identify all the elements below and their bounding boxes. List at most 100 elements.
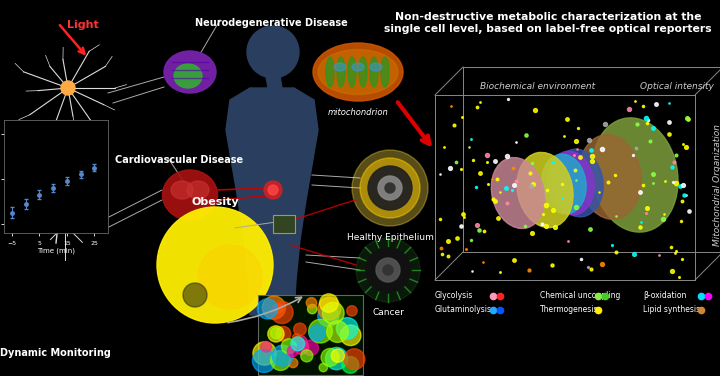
- Text: Lipid synthesis: Lipid synthesis: [643, 305, 700, 314]
- Circle shape: [247, 26, 299, 78]
- Circle shape: [274, 304, 283, 313]
- Circle shape: [292, 334, 301, 342]
- Ellipse shape: [517, 152, 573, 227]
- Text: Neurodegenerative Disease: Neurodegenerative Disease: [195, 18, 348, 28]
- Ellipse shape: [164, 51, 216, 93]
- Circle shape: [352, 150, 428, 226]
- Circle shape: [268, 326, 284, 342]
- Text: single cell level, based on label-free optical reporters: single cell level, based on label-free o…: [384, 24, 712, 34]
- Text: Chemical uncoupling: Chemical uncoupling: [540, 291, 621, 300]
- Ellipse shape: [592, 118, 678, 232]
- Text: Cardiovascular Disease: Cardiovascular Disease: [115, 155, 243, 165]
- Circle shape: [292, 335, 307, 350]
- Circle shape: [282, 339, 297, 353]
- Circle shape: [262, 296, 286, 319]
- Text: Non-destructive metabolic characterization at the: Non-destructive metabolic characterizati…: [395, 12, 701, 22]
- Text: β-oxidation: β-oxidation: [643, 291, 686, 300]
- Polygon shape: [226, 88, 318, 315]
- Circle shape: [257, 299, 277, 319]
- Circle shape: [61, 81, 75, 95]
- Ellipse shape: [163, 170, 217, 220]
- Circle shape: [325, 347, 348, 370]
- Ellipse shape: [352, 63, 364, 71]
- Ellipse shape: [171, 181, 193, 199]
- Text: Light: Light: [67, 20, 99, 30]
- Circle shape: [287, 346, 298, 357]
- Ellipse shape: [381, 57, 389, 87]
- Circle shape: [276, 326, 291, 341]
- Circle shape: [327, 321, 348, 343]
- Ellipse shape: [548, 151, 594, 215]
- Circle shape: [294, 340, 309, 355]
- Ellipse shape: [553, 149, 603, 217]
- Circle shape: [271, 302, 293, 324]
- Circle shape: [268, 185, 278, 195]
- Text: Glycolysis: Glycolysis: [435, 291, 473, 300]
- Circle shape: [183, 283, 207, 307]
- Circle shape: [307, 304, 317, 314]
- Circle shape: [60, 220, 70, 230]
- Circle shape: [356, 238, 420, 302]
- Circle shape: [366, 248, 410, 292]
- Circle shape: [294, 323, 306, 336]
- Circle shape: [271, 350, 290, 370]
- Circle shape: [385, 183, 395, 193]
- Circle shape: [261, 341, 271, 352]
- X-axis label: Time (min): Time (min): [37, 247, 75, 254]
- Ellipse shape: [542, 154, 586, 214]
- Ellipse shape: [370, 63, 382, 71]
- Ellipse shape: [359, 57, 367, 87]
- Ellipse shape: [334, 63, 346, 71]
- Circle shape: [347, 306, 357, 316]
- Text: Thermogenesis: Thermogenesis: [540, 305, 598, 314]
- Circle shape: [344, 349, 365, 370]
- Ellipse shape: [337, 57, 345, 87]
- Ellipse shape: [579, 135, 642, 219]
- Circle shape: [320, 294, 338, 312]
- Circle shape: [368, 166, 412, 210]
- Text: Obesity: Obesity: [192, 197, 239, 207]
- Text: Healthy Epithelium: Healthy Epithelium: [346, 233, 433, 242]
- Circle shape: [301, 350, 312, 362]
- Ellipse shape: [348, 57, 356, 87]
- Circle shape: [360, 158, 420, 218]
- Circle shape: [157, 207, 273, 323]
- Circle shape: [198, 245, 262, 309]
- Ellipse shape: [326, 57, 334, 87]
- Text: Glutaminolysis: Glutaminolysis: [435, 305, 492, 314]
- Text: Optical intensity: Optical intensity: [640, 82, 714, 91]
- Circle shape: [306, 297, 317, 308]
- Circle shape: [341, 325, 361, 346]
- Text: Mitochondrial Organization: Mitochondrial Organization: [713, 124, 720, 246]
- Ellipse shape: [491, 158, 545, 229]
- Circle shape: [318, 297, 341, 320]
- Circle shape: [336, 318, 358, 339]
- Circle shape: [253, 349, 276, 373]
- Text: mitochondrion: mitochondrion: [328, 108, 388, 117]
- Circle shape: [378, 176, 402, 200]
- Circle shape: [376, 258, 400, 282]
- Circle shape: [319, 363, 328, 372]
- FancyBboxPatch shape: [258, 295, 363, 375]
- FancyBboxPatch shape: [273, 215, 295, 233]
- Circle shape: [303, 340, 318, 356]
- Circle shape: [309, 325, 325, 341]
- Circle shape: [323, 302, 344, 324]
- Circle shape: [272, 345, 293, 366]
- Text: Cancer: Cancer: [372, 308, 404, 317]
- Ellipse shape: [174, 64, 202, 88]
- Text: Dynamic Monitoring: Dynamic Monitoring: [0, 348, 110, 358]
- Polygon shape: [266, 76, 282, 88]
- Circle shape: [291, 337, 305, 351]
- Ellipse shape: [318, 50, 398, 94]
- Ellipse shape: [187, 181, 209, 199]
- Circle shape: [253, 342, 276, 365]
- Circle shape: [331, 349, 344, 362]
- Ellipse shape: [370, 57, 378, 87]
- Circle shape: [271, 327, 282, 339]
- Circle shape: [342, 356, 359, 373]
- Ellipse shape: [313, 43, 403, 101]
- Circle shape: [264, 181, 282, 199]
- Text: Biochemical environment: Biochemical environment: [480, 82, 595, 91]
- Circle shape: [318, 305, 339, 326]
